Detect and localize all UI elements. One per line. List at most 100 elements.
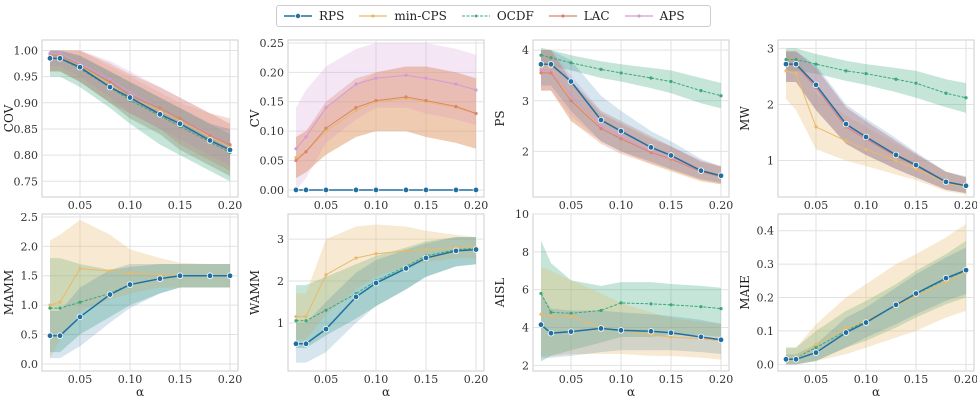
y-tick-label: 10	[515, 208, 529, 221]
y-tick-label: 2	[522, 145, 529, 158]
point-rps	[176, 272, 184, 279]
point-min-cps	[814, 125, 818, 129]
point-min-cps	[294, 314, 298, 319]
band-lac	[786, 51, 966, 194]
y-tick-label: 1	[277, 317, 284, 330]
point-ocdf	[784, 58, 788, 62]
point-ocdf	[569, 311, 573, 315]
legend-label-lac: LAC	[583, 9, 610, 23]
point-min-cps	[374, 252, 378, 256]
point-rps	[422, 254, 430, 262]
y-tick-label: 0.4	[757, 225, 775, 238]
x-axis-label-aisl: α	[627, 385, 635, 399]
point-rps	[46, 55, 54, 62]
y-tick-label: 0.0	[21, 358, 39, 371]
x-axis-label-wamm: α	[382, 385, 390, 399]
point-rps	[452, 247, 460, 255]
legend-item-rps: RPS	[283, 9, 344, 23]
point-ocdf	[814, 346, 818, 350]
point-aps	[324, 106, 328, 110]
point-ocdf	[539, 291, 543, 296]
plot-area-wamm	[287, 213, 485, 372]
x-tick-label: 0.05	[804, 199, 829, 212]
series-group-mw	[782, 48, 970, 195]
point-min-cps	[669, 335, 673, 339]
point-rps	[422, 186, 430, 194]
legend: RPS min-CPS OCDF LAC APS	[276, 5, 711, 27]
point-ocdf	[78, 300, 82, 304]
legend-label-aps: APS	[659, 9, 685, 23]
point-aps	[454, 82, 458, 86]
point-rps	[76, 64, 84, 71]
panel-mw: 0.05 0.10 0.15 0.20 1 2 3 MW	[738, 39, 977, 212]
point-ocdf	[944, 91, 948, 95]
point-rps	[962, 266, 970, 274]
point-ocdf	[619, 301, 623, 305]
point-min-cps	[844, 325, 848, 330]
x-tick-label: 0.05	[559, 199, 584, 212]
point-min-cps	[108, 269, 112, 273]
band-aps	[50, 50, 230, 166]
legend-label-rps: RPS	[319, 9, 345, 23]
point-rps	[106, 291, 114, 298]
point-rps	[402, 265, 410, 272]
point-ocdf	[844, 69, 848, 73]
x-tick-label: 0.10	[609, 199, 634, 212]
point-min-cps	[894, 158, 898, 163]
y-tick-label: 2	[277, 275, 284, 288]
point-rps	[126, 281, 134, 288]
point-aps	[354, 82, 358, 86]
y-tick-label: 0.15	[260, 96, 285, 109]
band-lac	[541, 50, 721, 185]
y-tick-label: 0.25	[260, 37, 285, 50]
point-min-cps	[128, 271, 132, 275]
x-tick-label: 0.05	[314, 199, 339, 212]
point-rps	[156, 111, 164, 118]
point-rps	[942, 178, 950, 186]
y-tick-label: 4	[522, 44, 529, 57]
point-min-cps	[814, 342, 818, 346]
point-rps	[402, 186, 410, 194]
band-rps	[786, 51, 966, 194]
point-lac	[324, 126, 328, 130]
point-rps	[617, 327, 625, 334]
point-lac	[178, 116, 182, 121]
point-rps	[962, 182, 970, 189]
panel-maie: 0.05 0.10 0.15 0.20 0.0 0.1 0.2 0.3 0.4 MAIE α	[738, 213, 977, 399]
y-tick-label: 2.5	[21, 211, 39, 224]
y-tick-label: 1.0	[21, 299, 39, 312]
x-tick-label: 0.20	[954, 199, 977, 212]
y-tick-label: 3	[767, 42, 774, 55]
point-lac	[208, 133, 212, 137]
point-ocdf	[58, 306, 62, 310]
point-lac	[539, 71, 543, 75]
point-ocdf	[48, 306, 52, 310]
point-ocdf	[294, 319, 298, 323]
point-ocdf	[914, 81, 918, 85]
panel-cov: 0.05 0.10 0.15 0.20 0.75 0.80 0.85 0.90 0.95 1.00…	[2, 39, 243, 212]
x-tick-label: 0.05	[559, 373, 584, 386]
x-tick-label: 0.15	[414, 199, 439, 212]
point-lac	[569, 99, 573, 103]
x-axis-label-mamm: α	[136, 385, 144, 399]
band-min-cps	[786, 51, 966, 195]
band-rps	[541, 293, 721, 358]
x-tick-label: 0.20	[464, 373, 489, 386]
panel-mamm: 0.05 0.10 0.15 0.20 0.0 0.5 1.0 1.5 2.0 2.5 MAMM α	[2, 211, 242, 399]
point-ocdf	[719, 306, 723, 311]
y-axis-label-wamm: WAMM	[248, 270, 262, 315]
x-tick-label: 0.15	[904, 199, 929, 212]
x-tick-label: 0.20	[218, 199, 243, 212]
plot-area-maie	[777, 213, 975, 372]
legend-item-min-cps: min-CPS	[358, 9, 447, 23]
y-axis-label-maie: MAIE	[738, 275, 752, 309]
x-tick-label: 0.10	[364, 373, 389, 386]
point-rps	[842, 329, 850, 336]
point-aps	[539, 68, 543, 72]
legend-item-aps: APS	[624, 9, 685, 23]
x-tick-label: 0.15	[904, 373, 929, 386]
point-rps	[206, 272, 214, 279]
point-aps	[304, 135, 308, 139]
point-min-cps	[324, 273, 328, 277]
y-tick-label: 2	[522, 359, 529, 372]
